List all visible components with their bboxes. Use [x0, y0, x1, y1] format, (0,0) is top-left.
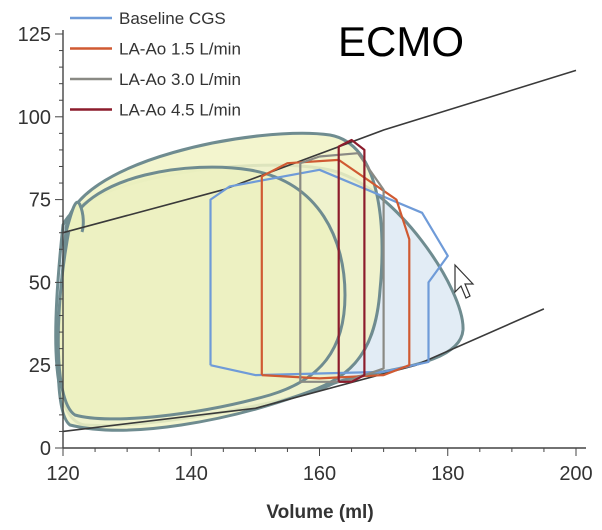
pv-loop-fills: [54, 131, 465, 432]
legend: Baseline CGS LA-Ao 1.5 L/min LA-Ao 3.0 L/m…: [70, 9, 241, 120]
support-loop-fill-2: [56, 165, 347, 421]
legend-label: Baseline CGS: [119, 9, 226, 28]
y-tick-label: 100: [18, 107, 51, 129]
x-tick-label: 160: [303, 463, 336, 485]
y-tick-label: 125: [18, 24, 51, 46]
y-tick-label: 50: [29, 272, 51, 294]
espvr-line: [62, 69, 577, 234]
tick-labels: 0 25 50 75 100 125 120 140 160 180 200: [18, 24, 593, 485]
series-loop-2: [260, 158, 411, 380]
x-tick-label: 200: [559, 463, 592, 485]
legend-label: LA-Ao 3.0 L/min: [119, 70, 241, 89]
legend-label: LA-Ao 4.5 L/min: [119, 101, 241, 120]
x-tick-label: 120: [46, 463, 79, 485]
legend-label: LA-Ao 1.5 L/min: [119, 40, 241, 59]
x-tick-label: 140: [175, 463, 208, 485]
x-tick-label: 180: [431, 463, 464, 485]
x-axis-label: Volume (ml): [266, 502, 373, 523]
y-tick-label: 75: [29, 190, 51, 212]
loop-spike: [64, 200, 85, 233]
y-tick-label: 25: [29, 355, 51, 377]
mouse-cursor-icon: [454, 263, 475, 299]
y-tick-label: 0: [40, 438, 51, 460]
edpvr-line: [62, 308, 545, 433]
chart-title: ECMO: [338, 18, 464, 65]
series-loop-3: [299, 152, 385, 383]
series-loop-1: [209, 168, 449, 377]
pv-lines: [62, 69, 577, 433]
axes: [55, 30, 586, 456]
series-loop-4: [337, 138, 366, 383]
